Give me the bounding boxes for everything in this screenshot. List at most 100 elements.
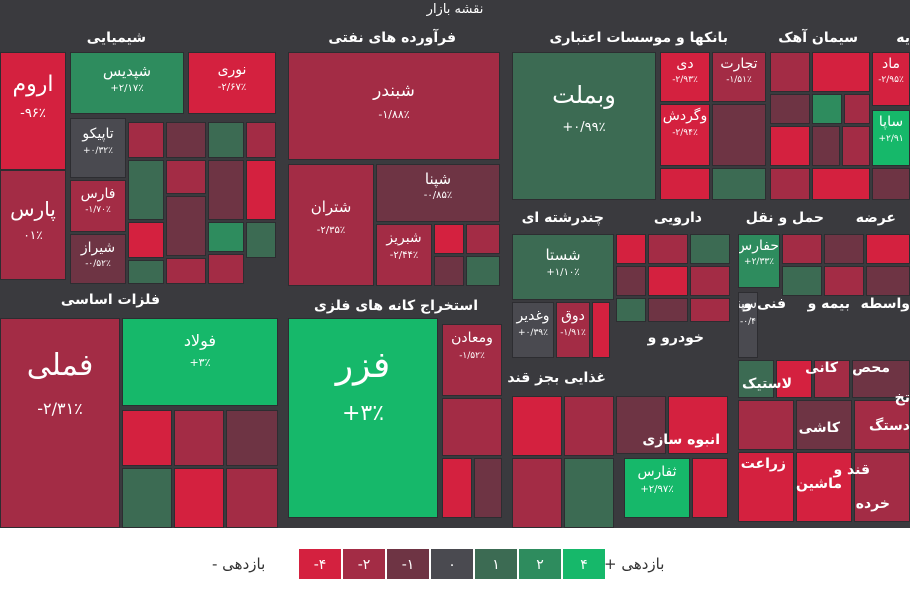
symbol-change: -۲/۹۳٪ [672,75,698,85]
sector-label: کانی [805,360,838,376]
sector-label: لاستیک [742,376,792,392]
symbol-change: -۱/۹۱٪ [560,327,586,338]
filler-tile [466,256,500,286]
symbol-name: شتران [310,197,352,216]
filler-tile [208,254,244,284]
symbol-tile[interactable]: حفارس +۲/۳۳٪ [738,234,780,288]
symbol-tile[interactable]: شتران -۲/۳۵٪ [288,164,374,286]
legend-step: ۱ [474,548,518,580]
filler-tile [246,160,276,220]
symbol-tile[interactable]: ماد -۲/۹۵٪ [872,52,910,106]
filler-tile [616,266,646,296]
symbol-tile[interactable]: ثفارس +۲/۹۷٪ [624,458,690,518]
sector-label: استخراج کانه های فلزی [314,298,478,314]
filler-tile [872,168,910,200]
sector-label: فنی و [743,296,786,312]
symbol-tile[interactable]: فملی -۲/۳۱٪ [0,318,120,528]
filler-tile [474,458,502,518]
filler-tile [616,234,646,264]
filler-tile [738,360,774,398]
symbol-tile[interactable]: شبریز -۲/۴۴٪ [376,224,432,286]
symbol-tile[interactable]: دوق -۱/۹۱٪ [556,302,590,358]
symbol-name: دوق [561,308,585,324]
symbol-tile[interactable]: فزر +۳٪ [288,318,438,518]
symbol-tile[interactable]: پارس ۰۱٪ [0,170,66,280]
sector-label: خودرو و [647,330,704,346]
filler-tile [128,222,164,258]
symbol-tile[interactable]: اروم -۹۶٪ [0,52,66,170]
filler-tile [690,298,730,322]
symbol-name: اروم [12,72,54,97]
filler-tile [226,468,278,528]
symbol-tile[interactable]: دی -۲/۹۳٪ [660,52,710,102]
symbol-tile[interactable]: شیراز -۰/۵۲٪ [70,234,126,284]
filler-tile [128,122,164,158]
symbol-tile[interactable]: شبندر -۱/۸۸٪ [288,52,500,160]
symbol-name: شپنا [424,169,452,188]
symbol-change: +۲/۹۷٪ [640,484,674,495]
symbol-change: -۰/۴ [740,316,756,327]
sector-label: خرده [855,496,890,512]
filler-tile [866,266,910,296]
symbol-tile[interactable]: تجارت -۱/۵۱٪ [712,52,766,102]
symbol-tile[interactable]: وغدیر +۰/۳۹٪ [512,302,554,358]
symbol-name: وغدیر [516,308,550,324]
symbol-tile[interactable]: تاپیکو +۰/۳۲٪ [70,118,126,178]
symbol-tile[interactable]: نوری -۲/۶۷٪ [188,52,276,114]
symbol-tile[interactable]: ساپا +۲/۹۱ [872,110,910,166]
filler-tile [128,160,164,220]
sector-label: انبوه سازی [642,432,720,448]
symbol-change: -۲/۴۴٪ [389,250,419,262]
filler-tile [660,168,710,200]
filler-tile [738,452,794,522]
filler-tile [122,410,172,466]
filler-tile [812,94,842,124]
symbol-tile[interactable]: سپنا -۰/۴ [738,292,758,358]
sector-label: تخ [894,390,910,406]
symbol-tile[interactable]: شپنا -۰/۸۵٪ [376,164,500,222]
symbol-name: وگردش [662,108,708,124]
sector-label: سیمان آهک [778,30,858,46]
filler-tile [174,410,224,466]
filler-tile [208,160,244,220]
filler-tile [564,396,614,456]
filler-tile [712,168,766,200]
sector-label: عرضه [855,210,896,226]
symbol-change: -۲/۶۷٪ [217,82,247,94]
symbol-tile[interactable]: شستا +۱/۱۰٪ [512,234,614,300]
sector-label: یه [896,30,910,46]
filler-tile [442,398,502,456]
filler-tile [434,224,464,254]
symbol-change: -۱/۵۱٪ [726,75,752,85]
symbol-tile[interactable]: فارس -۱/۷۰٪ [70,180,126,232]
symbol-change: -۹۶٪ [20,105,46,121]
symbol-name: وبملت [552,81,616,109]
symbol-change: -۱/۷۰٪ [85,205,111,216]
legend-step: -۱ [386,548,430,580]
symbol-name: دی [676,56,694,72]
sector-label: شیمیایی [86,30,146,46]
symbol-tile[interactable]: ومعادن -۱/۵۲٪ [442,324,502,396]
symbol-name: فملی [26,348,94,383]
filler-tile [166,160,206,194]
symbol-name: ماد [882,56,900,72]
symbol-tile[interactable]: وبملت +۰/۹۹٪ [512,52,656,200]
symbol-tile[interactable]: فولاد +۳٪ [122,318,278,406]
filler-tile [770,168,810,200]
legend-negative-label: بازدهی - [212,555,266,573]
filler-tile [226,410,278,466]
symbol-tile[interactable]: وگردش -۲/۹۴٪ [660,104,710,166]
filler-tile [770,126,810,166]
symbol-tile[interactable]: شپدیس +۲/۱۷٪ [70,52,184,114]
sector-label: دارویی [653,210,702,226]
sector-label: چندرشته ای [521,210,604,226]
filler-tile [824,234,864,264]
sector-label: حمل و نقل [745,210,824,226]
filler-tile [690,234,730,264]
sector-label: بیمه و [807,296,850,312]
filler-tile [692,458,728,518]
filler-tile [770,52,810,92]
filler-tile [712,104,766,166]
filler-tile [738,400,794,450]
symbol-name: فزر [335,345,391,386]
